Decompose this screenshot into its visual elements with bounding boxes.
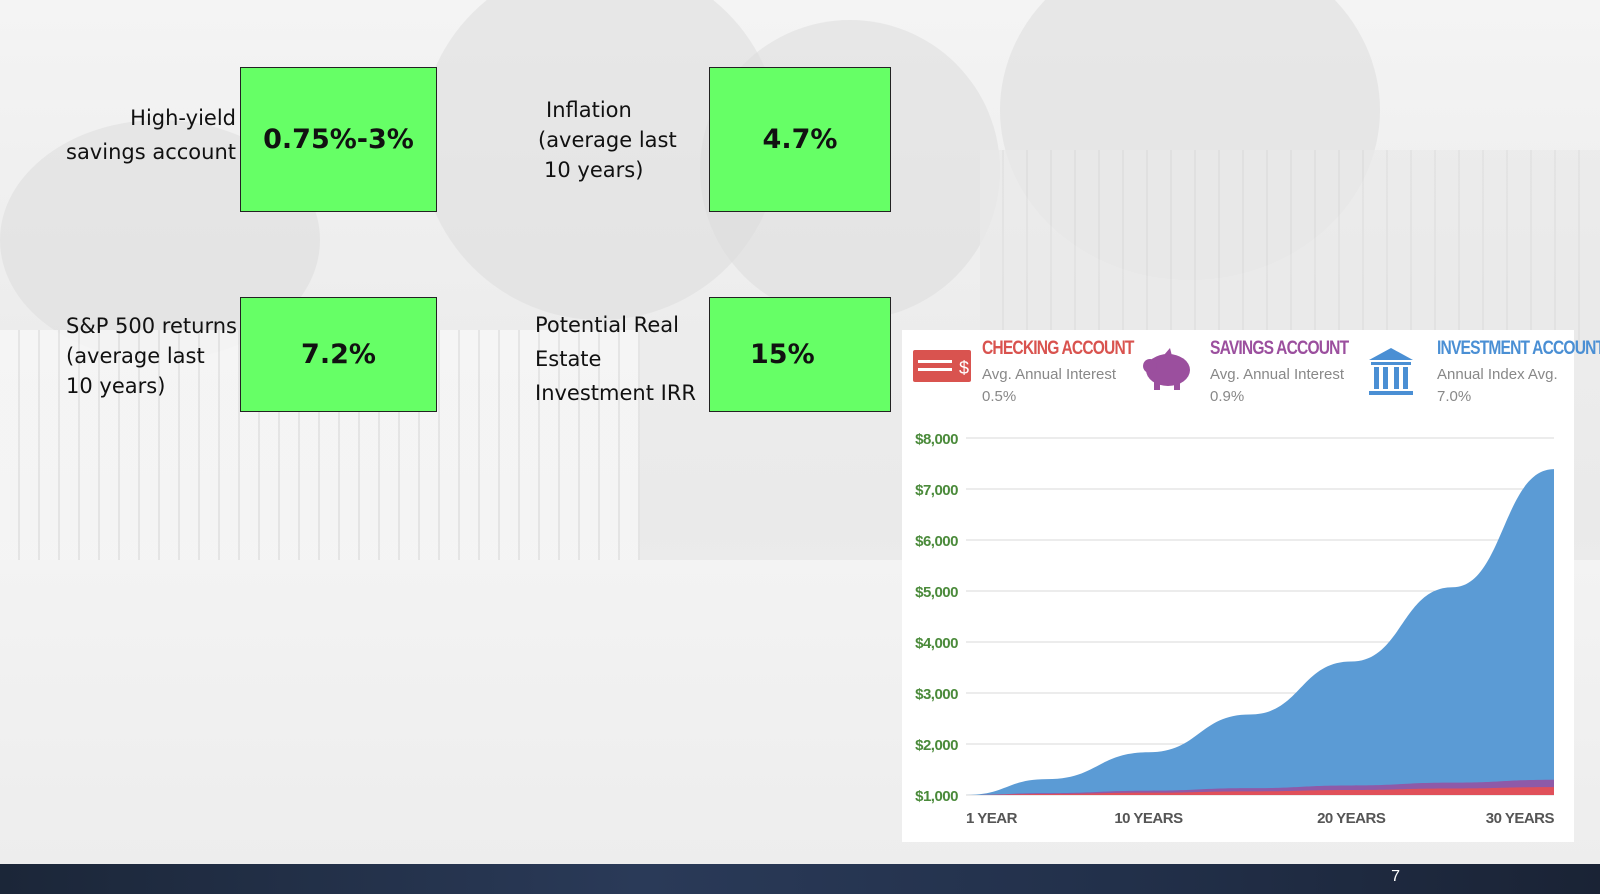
metric-label-high-yield: High-yield savings account xyxy=(66,106,236,164)
legend-checking-subtitle: Avg. Annual Interest xyxy=(982,366,1116,383)
y-tick-label: $4,000 xyxy=(915,635,958,652)
x-tick-label: 30 YEARS xyxy=(1486,810,1555,827)
legend-checking: $ CHECKING ACCOUNT Avg. Annual Interest … xyxy=(912,338,1134,410)
card-icon: $ xyxy=(913,350,971,382)
x-tick-label: 10 YEARS xyxy=(1114,810,1183,827)
x-tick-label: 1 YEAR xyxy=(966,810,1018,827)
y-tick-label: $7,000 xyxy=(915,482,958,499)
metric-label-inflation: Inflation (average last 10 years) xyxy=(538,98,677,182)
page-number: 7 xyxy=(1391,868,1400,885)
area-investment-account xyxy=(966,469,1554,795)
legend-checking-value: 0.5% xyxy=(982,388,1017,405)
legend-investment: INVESTMENT ACCOUNT Annual Index Avg. 7.0… xyxy=(1367,338,1600,410)
y-tick-label: $8,000 xyxy=(915,431,958,448)
growth-chart-card: $ CHECKING ACCOUNT Avg. Annual Interest … xyxy=(902,330,1600,842)
area-checking-account xyxy=(966,787,1554,795)
metric-value-sp500: 7.2% xyxy=(240,297,437,412)
legend-savings: SAVINGS ACCOUNT Avg. Annual Interest 0.9… xyxy=(1140,338,1350,410)
metric-value-high-yield: 0.75%-3% xyxy=(240,67,437,212)
y-tick-label: $1,000 xyxy=(915,788,958,805)
y-tick-label: $6,000 xyxy=(915,533,958,550)
bank-icon xyxy=(1369,348,1413,395)
metric-label-sp500: S&P 500 returns (average last 10 years) xyxy=(66,314,237,398)
growth-area-chart: $1,000 $2,000 $3,000 $4,000 $5,000 $6,000 $7,0… xyxy=(915,431,1555,827)
legend-checking-title: CHECKING ACCOUNT xyxy=(982,338,1134,359)
x-tick-label: 20 YEARS xyxy=(1317,810,1386,827)
legend-savings-title: SAVINGS ACCOUNT xyxy=(1210,338,1349,359)
svg-text:$: $ xyxy=(959,358,969,378)
metric-value-real-estate-irr: 15% xyxy=(709,297,891,412)
y-tick-label: $5,000 xyxy=(915,584,958,601)
legend-investment-subtitle: Annual Index Avg. xyxy=(1437,366,1558,383)
legend-investment-value: 7.0% xyxy=(1437,388,1472,405)
metric-value-inflation: 4.7% xyxy=(709,67,891,212)
metric-label-real-estate-irr: Potential Real Estate Investment IRR xyxy=(535,313,696,405)
footer-bar: 7 xyxy=(0,864,1600,894)
legend-savings-value: 0.9% xyxy=(1210,388,1245,405)
y-tick-label: $3,000 xyxy=(915,686,958,703)
piggy-bank-icon xyxy=(1143,348,1190,390)
y-tick-label: $2,000 xyxy=(915,737,958,754)
legend-investment-title: INVESTMENT ACCOUNT xyxy=(1437,338,1600,359)
legend-savings-subtitle: Avg. Annual Interest xyxy=(1210,366,1344,383)
